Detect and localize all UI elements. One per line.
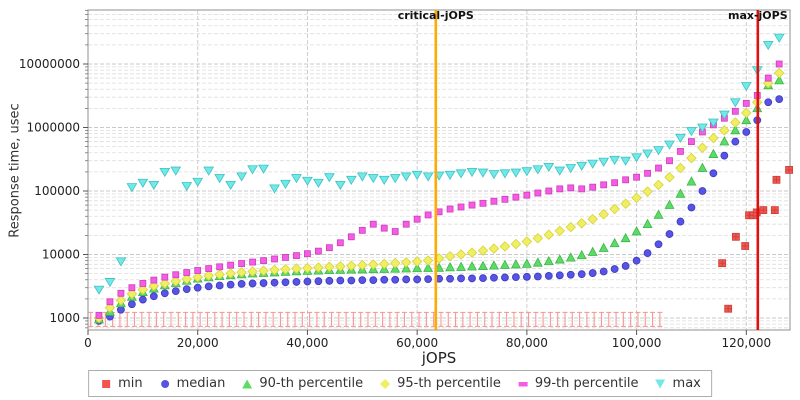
x-tick-label: 100,000 [612,336,662,350]
annotation-label: max-jOPS [728,9,788,22]
y-tick-label: 10000 [42,248,80,262]
triangle-down-marker-icon [655,379,666,388]
legend-label: 95-th percentile [397,376,501,391]
legend-label: 90-th percentile [259,376,364,391]
series-median [95,95,784,325]
y-tick-label: 1000000 [27,121,80,135]
legend-item-min: min [99,377,143,390]
series-95-th-percentile [93,67,785,324]
x-tick-label: 80,000 [506,336,548,350]
legend-label: min [118,376,143,391]
legend: min median 90-th percentile 95-th percentil… [88,370,712,397]
circle-marker-icon [160,379,169,388]
square-marker-icon [518,381,528,386]
annotation-label: critical-jOPS [398,9,474,22]
x-tick-label: 40,000 [286,336,328,350]
annotation-critical-jOPS: critical-jOPS [398,9,474,330]
x-tick-label: 20,000 [177,336,219,350]
triangle-up-marker-icon [242,379,253,388]
legend-item-99-th-percentile: 99-th percentile [516,377,639,390]
y-axis-title: Response time, usec [7,103,23,238]
legend-label: 99-th percentile [534,376,639,391]
x-axis-title: jOPS [421,349,457,367]
legend-item-max: max [654,377,701,390]
series-min [88,165,793,327]
y-tick-label: 10000000 [19,57,80,71]
y-tick-label: 100000 [34,184,80,198]
legend-item-median: median [158,376,226,391]
y-tick-label: 1000 [49,311,80,325]
x-tick-label: 120,000 [721,336,771,350]
legend-item-90-th-percentile: 90-th percentile [240,377,363,390]
x-tick-label: 0 [84,336,92,350]
legend-item-95-th-percentile: 95-th percentile [378,377,501,390]
legend-label: max [672,376,701,391]
square-marker-icon [102,379,111,388]
annotation-max-jOPS: max-jOPS [728,9,788,330]
x-tick-label: 60,000 [396,336,438,350]
series-99-th-percentile [95,60,783,319]
diamond-marker-icon [380,378,391,389]
legend-label: median [176,376,226,391]
